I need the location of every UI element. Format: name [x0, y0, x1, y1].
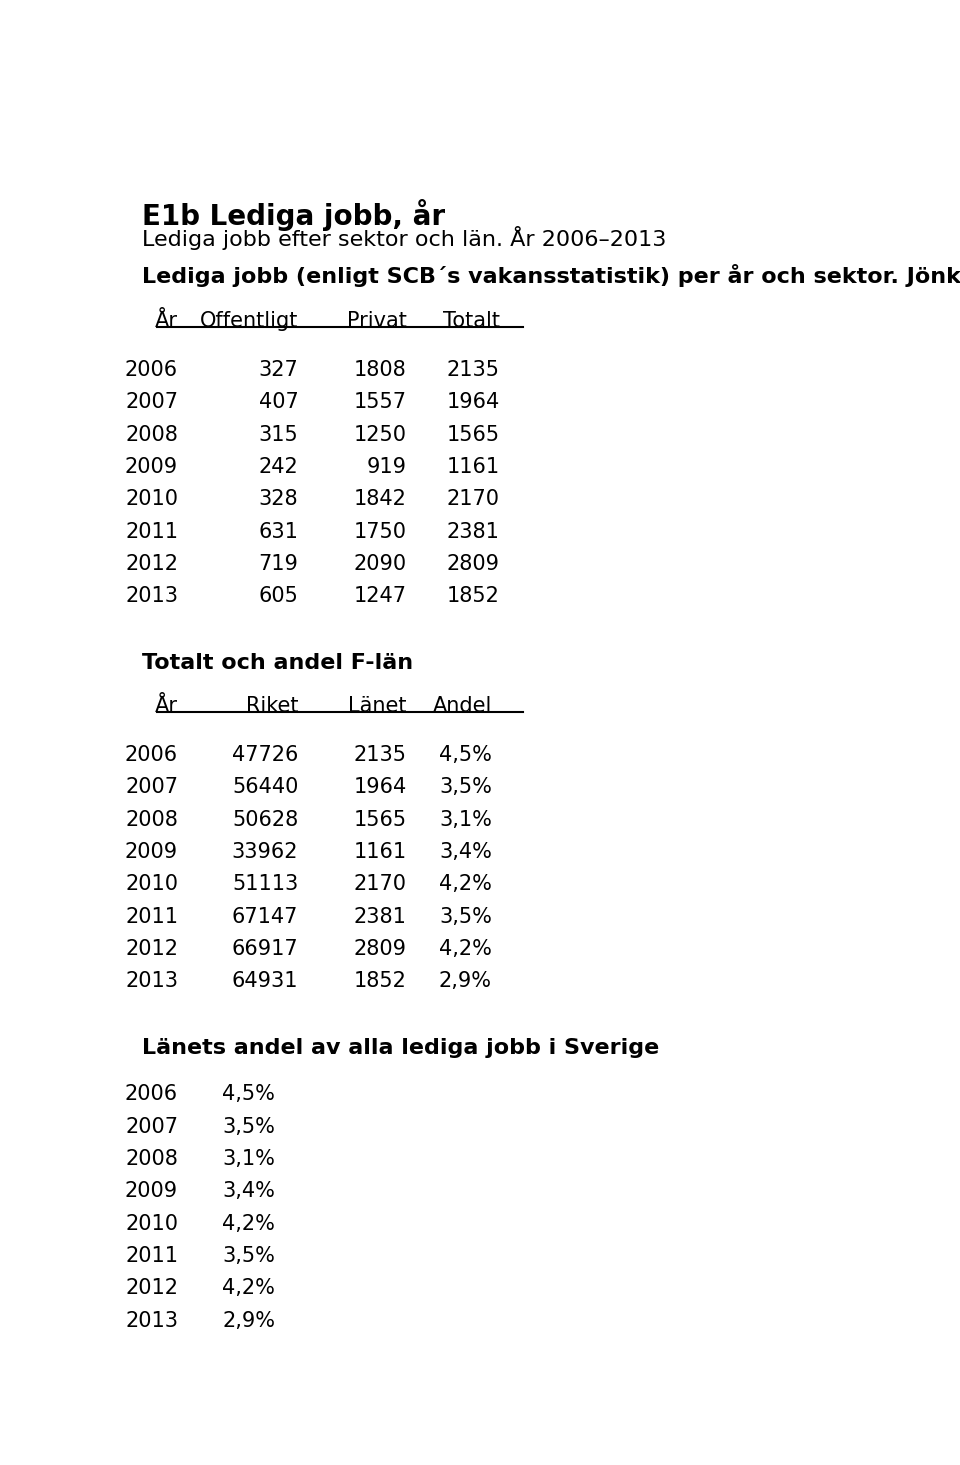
Text: 2007: 2007 — [125, 1116, 179, 1137]
Text: 719: 719 — [258, 554, 299, 574]
Text: 2013: 2013 — [125, 1311, 179, 1330]
Text: 2,9%: 2,9% — [439, 971, 492, 992]
Text: 1852: 1852 — [354, 971, 407, 992]
Text: 2381: 2381 — [354, 907, 407, 926]
Text: 2011: 2011 — [125, 1247, 179, 1266]
Text: 2007: 2007 — [125, 393, 179, 412]
Text: Lediga jobb efter sektor och län. År 2006–2013: Lediga jobb efter sektor och län. År 200… — [142, 226, 666, 251]
Text: 1161: 1161 — [446, 457, 500, 476]
Text: 327: 327 — [258, 360, 299, 379]
Text: 1565: 1565 — [446, 425, 500, 444]
Text: 2381: 2381 — [446, 522, 500, 542]
Text: 3,4%: 3,4% — [222, 1181, 275, 1201]
Text: 3,5%: 3,5% — [222, 1247, 275, 1266]
Text: 4,2%: 4,2% — [439, 939, 492, 960]
Text: 328: 328 — [258, 489, 299, 510]
Text: Länets andel av alla lediga jobb i Sverige: Länets andel av alla lediga jobb i Sveri… — [142, 1039, 659, 1058]
Text: 2170: 2170 — [446, 489, 500, 510]
Text: 3,5%: 3,5% — [222, 1116, 275, 1137]
Text: 2010: 2010 — [125, 489, 179, 510]
Text: Offentligt: Offentligt — [200, 311, 299, 331]
Text: 407: 407 — [258, 393, 299, 412]
Text: 47726: 47726 — [232, 744, 299, 765]
Text: Lediga jobb (enligt SCB´s vakansstatistik) per år och sektor. Jönköpings län: Lediga jobb (enligt SCB´s vakansstatisti… — [142, 264, 960, 287]
Text: 2012: 2012 — [125, 1279, 179, 1298]
Text: 4,5%: 4,5% — [222, 1084, 275, 1105]
Text: 2013: 2013 — [125, 971, 179, 992]
Text: 2010: 2010 — [125, 875, 179, 894]
Text: 1964: 1964 — [446, 393, 500, 412]
Text: 1842: 1842 — [354, 489, 407, 510]
Text: 2009: 2009 — [125, 842, 179, 861]
Text: 2809: 2809 — [446, 554, 500, 574]
Text: Totalt: Totalt — [443, 311, 500, 331]
Text: 56440: 56440 — [232, 776, 299, 797]
Text: 2009: 2009 — [125, 1181, 179, 1201]
Text: 1250: 1250 — [353, 425, 407, 444]
Text: 2012: 2012 — [125, 939, 179, 960]
Text: 1750: 1750 — [353, 522, 407, 542]
Text: 2010: 2010 — [125, 1214, 179, 1234]
Text: 1161: 1161 — [353, 842, 407, 861]
Text: År: År — [156, 696, 179, 715]
Text: Totalt och andel F-län: Totalt och andel F-län — [142, 653, 413, 674]
Text: 1808: 1808 — [354, 360, 407, 379]
Text: 3,4%: 3,4% — [439, 842, 492, 861]
Text: 2006: 2006 — [125, 1084, 179, 1105]
Text: 2090: 2090 — [353, 554, 407, 574]
Text: 4,5%: 4,5% — [439, 744, 492, 765]
Text: 4,2%: 4,2% — [439, 875, 492, 894]
Text: 1964: 1964 — [353, 776, 407, 797]
Text: 2009: 2009 — [125, 457, 179, 476]
Text: 919: 919 — [367, 457, 407, 476]
Text: Privat: Privat — [347, 311, 407, 331]
Text: 1247: 1247 — [353, 586, 407, 607]
Text: 2170: 2170 — [353, 875, 407, 894]
Text: 631: 631 — [258, 522, 299, 542]
Text: 2,9%: 2,9% — [222, 1311, 275, 1330]
Text: 4,2%: 4,2% — [222, 1214, 275, 1234]
Text: 2008: 2008 — [125, 810, 179, 829]
Text: 66917: 66917 — [231, 939, 299, 960]
Text: 2013: 2013 — [125, 586, 179, 607]
Text: Riket: Riket — [246, 696, 299, 715]
Text: 3,1%: 3,1% — [439, 810, 492, 829]
Text: 1852: 1852 — [446, 586, 500, 607]
Text: 64931: 64931 — [231, 971, 299, 992]
Text: 2008: 2008 — [125, 425, 179, 444]
Text: År: År — [156, 311, 179, 331]
Text: 2012: 2012 — [125, 554, 179, 574]
Text: 2011: 2011 — [125, 522, 179, 542]
Text: 2011: 2011 — [125, 907, 179, 926]
Text: 3,1%: 3,1% — [222, 1149, 275, 1169]
Text: 3,5%: 3,5% — [439, 776, 492, 797]
Text: E1b Lediga jobb, år: E1b Lediga jobb, år — [142, 199, 444, 231]
Text: 1565: 1565 — [353, 810, 407, 829]
Text: 2008: 2008 — [125, 1149, 179, 1169]
Text: 315: 315 — [258, 425, 299, 444]
Text: 50628: 50628 — [232, 810, 299, 829]
Text: 1557: 1557 — [353, 393, 407, 412]
Text: 605: 605 — [258, 586, 299, 607]
Text: 3,5%: 3,5% — [439, 907, 492, 926]
Text: 51113: 51113 — [232, 875, 299, 894]
Text: 2006: 2006 — [125, 360, 179, 379]
Text: 2006: 2006 — [125, 744, 179, 765]
Text: 242: 242 — [258, 457, 299, 476]
Text: 4,2%: 4,2% — [222, 1279, 275, 1298]
Text: Länet: Länet — [348, 696, 407, 715]
Text: 2135: 2135 — [446, 360, 500, 379]
Text: 33962: 33962 — [231, 842, 299, 861]
Text: Andel: Andel — [433, 696, 492, 715]
Text: 2809: 2809 — [353, 939, 407, 960]
Text: 67147: 67147 — [232, 907, 299, 926]
Text: 2135: 2135 — [353, 744, 407, 765]
Text: 2007: 2007 — [125, 776, 179, 797]
